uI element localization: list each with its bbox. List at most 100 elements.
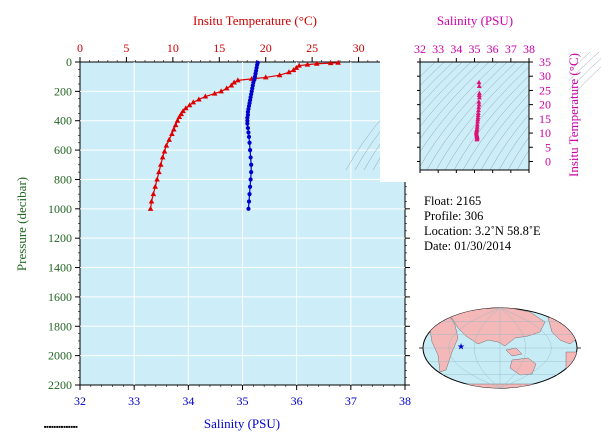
- salinity-tick-label: 35: [237, 394, 249, 408]
- salinity-point: [245, 109, 251, 115]
- temperature-tick-label: 5: [123, 41, 129, 55]
- temperature-point: [211, 90, 218, 96]
- salinity-point: [248, 155, 253, 160]
- ts-salinity-axis-title: Salinity (PSU): [437, 13, 513, 28]
- temperature-point: [178, 111, 185, 117]
- ts-point: [477, 94, 482, 100]
- temperature-point: [235, 77, 241, 83]
- map-graticule: [419, 307, 581, 389]
- temperature-point: [157, 161, 164, 167]
- ts-salinity-axis: 32 33 34 35 36 37 38: [414, 42, 535, 173]
- salinity-tick-label: 36: [291, 394, 303, 408]
- ts-temperature-tick-label: 15: [539, 112, 551, 126]
- temperature-tick-label: 0: [77, 41, 83, 55]
- ts-point: [475, 116, 481, 122]
- profile-grid: [80, 62, 405, 385]
- temperature-point: [163, 142, 170, 148]
- ts-temperature-axis-title: Insitu Temperature (°C): [566, 53, 581, 177]
- temperature-point: [159, 154, 166, 160]
- ts-point: [476, 102, 482, 107]
- salinity-tick-label: 38: [399, 394, 411, 408]
- temperature-point: [172, 122, 179, 128]
- date: Date: 01/30/2014: [424, 239, 512, 253]
- temperature-point: [176, 114, 183, 120]
- temperature-point: [148, 198, 155, 204]
- salinity-point: [247, 140, 252, 145]
- salinity-point: [249, 162, 254, 167]
- salinity-tick-label: 32: [74, 394, 86, 408]
- ts-point: [475, 119, 480, 124]
- temperature-tick-label: 30: [353, 41, 365, 55]
- pressure-tick-label: 2200: [48, 378, 72, 392]
- map-meridian: [499, 307, 552, 389]
- temperature-point: [276, 72, 283, 78]
- temperature-point: [304, 61, 311, 67]
- temperature-point: [150, 191, 157, 197]
- temperature-point: [286, 69, 292, 75]
- pressure-tick-label: 1600: [48, 290, 72, 304]
- temperature-point: [327, 60, 334, 66]
- ts-point: [474, 124, 480, 129]
- temperature-point: [166, 136, 172, 142]
- temperature-point: [161, 148, 168, 154]
- salinity-point: [246, 130, 251, 135]
- world-map: ★: [419, 307, 581, 389]
- ts-top-mask: [380, 22, 580, 62]
- density-contour: [435, 51, 537, 171]
- ts-salinity-tick-label: 33: [432, 42, 444, 56]
- salinity-point: [246, 199, 252, 204]
- ts-point: [476, 92, 482, 98]
- temperature-point: [293, 64, 300, 70]
- temperature-point: [154, 176, 160, 182]
- pressure-tick-label: 1200: [48, 231, 72, 245]
- ts-salinity-tick-label: 35: [469, 42, 481, 56]
- pressure-tick-label: 1000: [48, 202, 72, 216]
- salinity-tick-label: 34: [182, 394, 194, 408]
- temperature-point: [313, 60, 320, 66]
- profile-number: Profile: 306: [424, 209, 484, 223]
- density-contour: [426, 51, 528, 171]
- salinity-point: [247, 147, 253, 153]
- salinity-series: [245, 60, 260, 211]
- salinity-point: [246, 134, 252, 139]
- temperature-point: [202, 93, 209, 99]
- ts-point: [475, 112, 481, 117]
- temperature-point: [180, 108, 186, 114]
- float-info-panel: Float: 2165 Profile: 306 Location: 3.2˚N…: [424, 194, 541, 254]
- ts-point: [476, 99, 482, 104]
- pressure-tick-label: 800: [54, 172, 72, 186]
- profile-plot: 0 5 10 15 20 25 30 35 32 33 34 35 36 37 38 0 200 400 600…: [14, 13, 411, 431]
- ts-point: [476, 107, 481, 113]
- float-location-marker: ★: [457, 342, 465, 352]
- temperature-point: [231, 79, 237, 85]
- temperature-tick-label: 25: [306, 41, 318, 55]
- salinity-point: [245, 115, 250, 120]
- salinity-point: [245, 121, 250, 126]
- ts-point: [477, 90, 482, 96]
- ts-temperature-tick-label: 5: [545, 140, 551, 154]
- pressure-axis-title: Pressure (decibar): [14, 177, 29, 271]
- pressure-tick-label: 1400: [48, 261, 72, 275]
- temperature-point: [169, 130, 175, 136]
- pressure-tick-label: 400: [54, 114, 72, 128]
- ts-temperature-tick-label: 20: [539, 98, 551, 112]
- temperature-point: [190, 99, 197, 105]
- ts-temperature-tick-label: 10: [539, 126, 551, 140]
- map-meridian: [448, 307, 501, 389]
- density-contour: [417, 51, 519, 171]
- footer-mark: ■■■■■■■■■■■■■■: [44, 424, 78, 429]
- ts-point: [475, 121, 480, 127]
- salinity-point: [245, 118, 250, 123]
- temperature-point: [183, 105, 189, 111]
- ts-salinity-tick-label: 32: [414, 42, 426, 56]
- ts-salinity-tick-label: 36: [487, 42, 499, 56]
- temperature-tick-label: 15: [213, 41, 225, 55]
- temperature-point: [228, 82, 235, 88]
- ts-point: [474, 136, 480, 142]
- temperature-axis-title: Insitu Temperature (°C): [193, 13, 317, 28]
- location: Location: 3.2˚N 58.8˚E: [424, 224, 541, 238]
- temperature-point: [196, 96, 202, 102]
